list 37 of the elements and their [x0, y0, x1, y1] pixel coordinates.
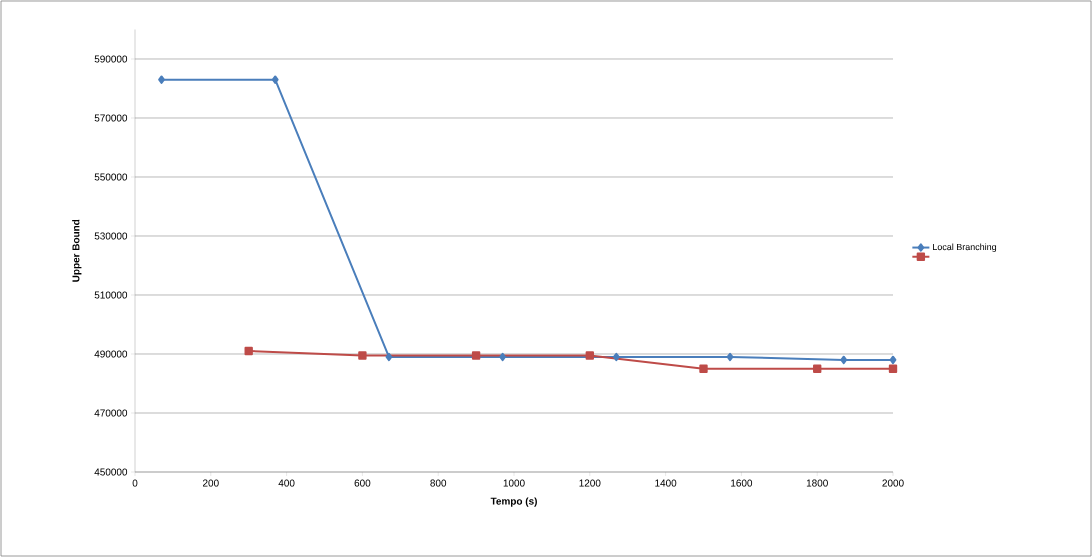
x-tick-label: 1800 — [806, 479, 828, 487]
x-tick-label: 600 — [354, 479, 371, 487]
point — [385, 352, 393, 362]
y-tick-label: 470000 — [94, 409, 128, 417]
point — [271, 75, 279, 84]
y-tick-label: 530000 — [94, 232, 128, 240]
point — [889, 355, 897, 365]
x-tick-label: 400 — [278, 479, 295, 487]
point — [813, 364, 822, 373]
y-tick-label: 450000 — [94, 468, 128, 476]
y-tick-label: 510000 — [94, 291, 128, 299]
y-axis-title: Upper Bound — [72, 219, 82, 282]
x-tick-label: 200 — [202, 479, 219, 487]
y-tick-label: 590000 — [94, 55, 128, 63]
y-tick-label: 490000 — [94, 350, 128, 358]
point — [612, 352, 620, 362]
legend-label: Local Branching — [933, 243, 997, 252]
y-tick-label: 550000 — [94, 173, 128, 181]
point — [244, 346, 253, 356]
x-tick-label: 0 — [132, 479, 138, 487]
x-tick-label: 2000 — [882, 479, 904, 487]
point — [471, 351, 481, 360]
point — [726, 352, 734, 362]
x-tick-label: 1000 — [503, 479, 525, 487]
point — [888, 364, 898, 373]
point — [699, 364, 708, 373]
x-tick-label: 1200 — [579, 479, 601, 487]
y-tick-label: 570000 — [94, 114, 128, 122]
point — [158, 75, 165, 84]
point — [585, 351, 594, 360]
x-axis-title: Tempo (s) — [490, 497, 537, 507]
x-tick-label: 800 — [430, 479, 447, 487]
point — [840, 355, 848, 365]
point — [499, 352, 507, 362]
x-tick-label: 1400 — [655, 479, 677, 487]
point — [358, 351, 367, 360]
x-tick-label: 1600 — [731, 479, 753, 487]
